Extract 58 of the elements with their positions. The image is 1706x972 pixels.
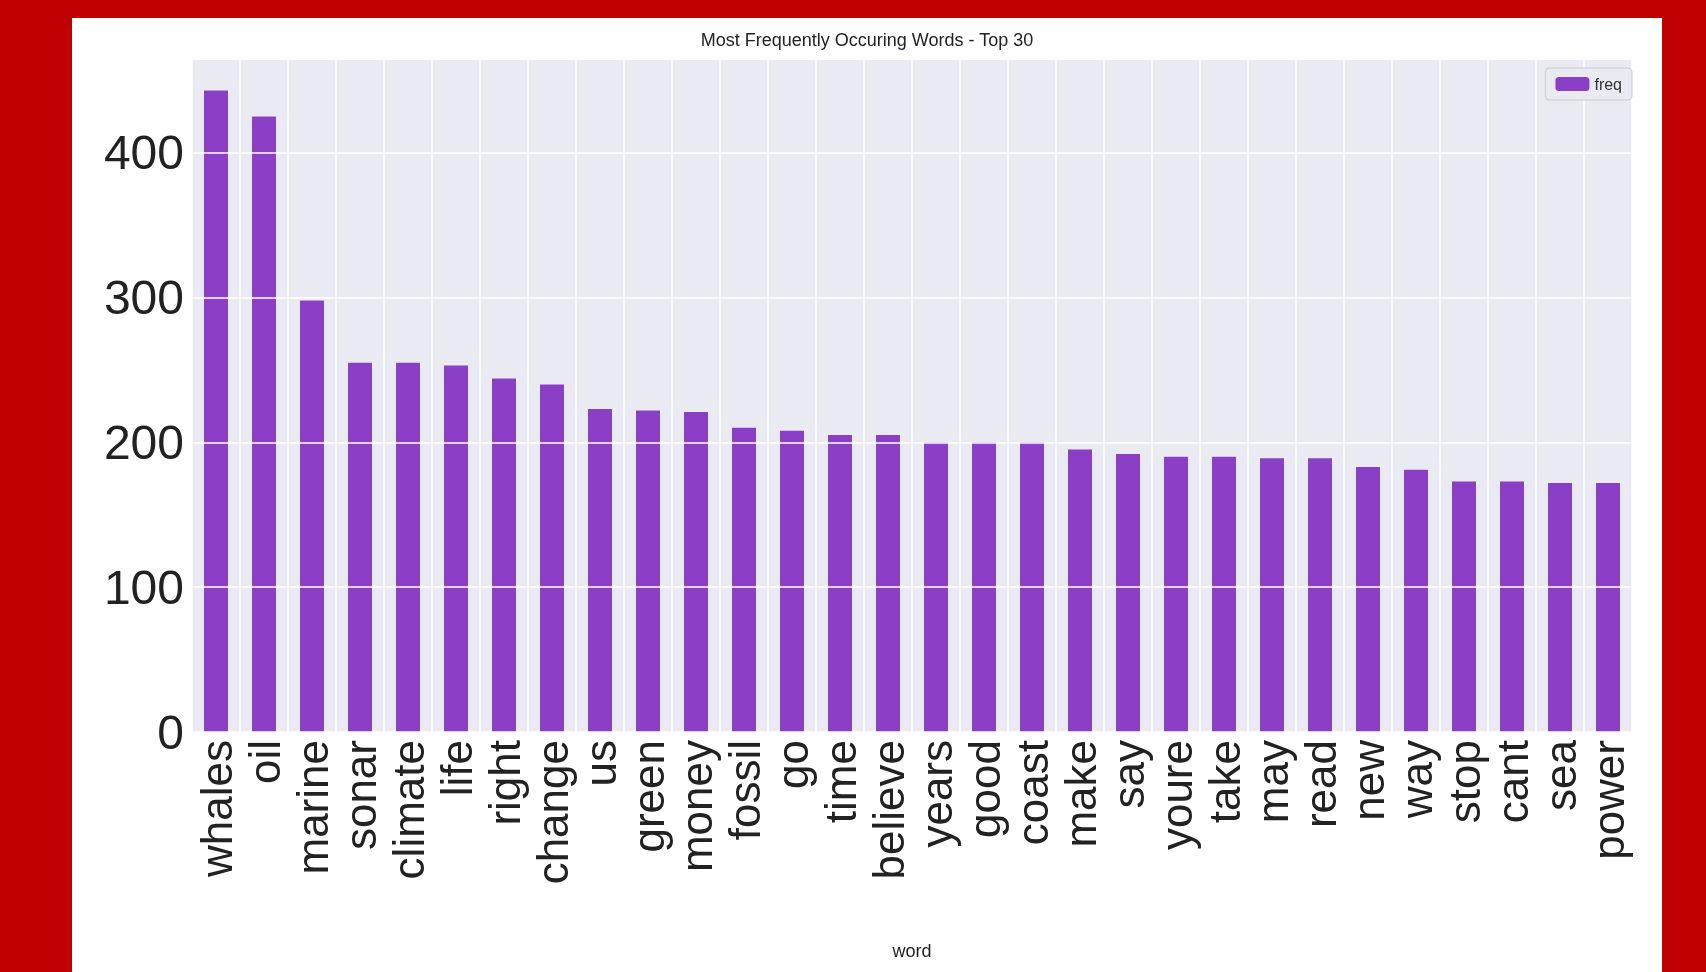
bar — [972, 442, 996, 732]
bar — [1020, 442, 1044, 732]
bar — [1548, 482, 1572, 732]
bar — [588, 409, 612, 732]
x-tick-label: power — [1583, 740, 1633, 860]
x-tick-label: go — [767, 740, 817, 789]
x-tick-label: new — [1343, 739, 1393, 821]
bar — [1164, 456, 1188, 732]
bar — [1500, 481, 1524, 732]
bar — [1068, 449, 1092, 732]
x-tick-label: climate — [383, 740, 433, 880]
bar — [924, 442, 948, 732]
bar — [1404, 469, 1428, 732]
bar — [636, 410, 660, 732]
bar — [204, 90, 228, 732]
bar — [252, 116, 276, 732]
x-tick-label: whales — [191, 740, 241, 878]
bar — [1308, 458, 1332, 732]
bar — [1356, 466, 1380, 732]
x-tick-label: years — [911, 740, 961, 848]
x-tick-label: take — [1199, 740, 1249, 824]
x-tick-label: life — [431, 740, 481, 797]
x-tick-label: make — [1055, 740, 1105, 848]
bar — [876, 435, 900, 732]
y-tick-label: 0 — [157, 705, 184, 759]
legend-label: freq — [1594, 75, 1623, 93]
bar — [540, 384, 564, 732]
y-tick-label: 400 — [103, 126, 184, 180]
x-tick-label: sea — [1535, 739, 1585, 811]
bar — [300, 300, 324, 732]
bar — [348, 362, 372, 732]
bar — [1452, 481, 1476, 732]
bar — [1116, 453, 1140, 732]
x-tick-label: green — [623, 740, 673, 853]
x-tick-label: may — [1247, 740, 1297, 824]
bar — [396, 362, 420, 732]
x-tick-label: way — [1391, 740, 1441, 820]
bar — [1212, 456, 1236, 732]
bar — [492, 378, 516, 732]
bar — [780, 430, 804, 732]
x-tick-label: believe — [863, 740, 913, 880]
x-tick-label: say — [1103, 740, 1153, 809]
x-tick-label: marine — [287, 740, 337, 875]
x-tick-label: sonar — [335, 740, 385, 851]
x-tick-label: good — [959, 740, 1009, 838]
x-axis-title: word — [891, 941, 932, 961]
bar — [1596, 482, 1620, 732]
y-tick-label: 300 — [103, 271, 184, 325]
bar — [684, 411, 708, 732]
bar — [732, 427, 756, 732]
bar — [444, 365, 468, 732]
x-tick-label: right — [479, 740, 529, 826]
bar — [1260, 458, 1284, 732]
y-tick-label: 100 — [103, 560, 184, 614]
bar — [828, 435, 852, 732]
y-tick-label: 200 — [103, 415, 184, 469]
x-tick-label: oil — [239, 740, 289, 785]
chart-title: Most Frequently Occuring Words - Top 30 — [700, 30, 1034, 50]
